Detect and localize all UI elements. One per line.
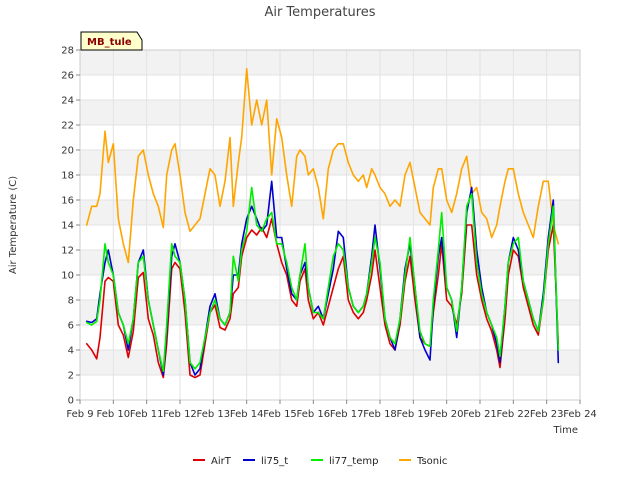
x-tick-label: Feb 10 <box>97 409 131 420</box>
series-line-tsonic <box>85 68 560 264</box>
legend-label: Tsonic <box>416 456 447 467</box>
plot-band <box>80 200 580 225</box>
y-tick-label: 8 <box>68 296 74 307</box>
x-axis: Feb 9 Feb 10 Feb 11 Feb 12 Feb 13 Feb 14 Feb 1… <box>66 400 597 420</box>
legend-label: li75_t <box>261 456 288 467</box>
x-tick-label: Feb 17 <box>330 409 364 420</box>
site-label-box <box>80 31 143 51</box>
legend-label: li77_temp <box>329 456 378 467</box>
y-tick-label: 14 <box>61 221 74 232</box>
y-tick-label: 22 <box>61 121 74 132</box>
site-label: MB_tule <box>80 31 143 51</box>
x-tick-label: Feb 22 <box>497 409 531 420</box>
y-tick-label: 10 <box>61 271 74 282</box>
plot-band <box>80 225 580 250</box>
y-tick-label: 20 <box>61 146 74 157</box>
y-tick-label: 2 <box>68 371 74 382</box>
legend-label: AirT <box>211 456 232 467</box>
series-lines <box>85 68 560 379</box>
plot-band <box>80 300 580 325</box>
y-tick-label: 28 <box>61 46 74 57</box>
plot-band <box>80 375 580 400</box>
x-tick-label: Feb 13 <box>197 409 231 420</box>
series-line-li77-temp <box>85 186 560 373</box>
x-tick-label: Feb 14 <box>230 409 264 420</box>
y-tick-label: 26 <box>61 71 74 82</box>
y-tick-label: 6 <box>68 321 74 332</box>
plot-band <box>80 100 580 125</box>
y-tick-label: 18 <box>61 171 74 182</box>
x-tick-label: Feb 23 <box>530 409 564 420</box>
x-tick-label: Feb 21 <box>463 409 497 420</box>
y-tick-label: 0 <box>68 396 74 407</box>
x-axis-title: Time <box>553 425 578 436</box>
chart-title: Air Temperatures <box>264 5 375 20</box>
plot-band <box>80 125 580 150</box>
plot-band <box>80 250 580 275</box>
x-tick-label: Feb 19 <box>397 409 431 420</box>
legend: AirT li75_t li77_temp Tsonic <box>193 456 447 467</box>
y-tick-label: 16 <box>61 196 74 207</box>
y-axis-title: Air Temperature (C) <box>8 176 19 274</box>
y-tick-label: 4 <box>68 346 74 357</box>
plot-band <box>80 50 580 75</box>
x-tick-label: Feb 9 <box>66 409 93 420</box>
plot-band <box>80 350 580 375</box>
y-tick-label: 24 <box>61 96 74 107</box>
y-tick-label: 12 <box>61 246 74 257</box>
plot-band <box>80 75 580 100</box>
x-tick-label: Feb 15 <box>263 409 297 420</box>
x-tick-label: Feb 18 <box>363 409 397 420</box>
x-tick-label: Feb 20 <box>430 409 464 420</box>
x-tick-label: Feb 16 <box>297 409 331 420</box>
x-tick-label: Feb 24 <box>563 409 597 420</box>
plot-band <box>80 175 580 200</box>
x-tick-label: Feb 12 <box>163 409 197 420</box>
x-tick-label: Feb 11 <box>130 409 164 420</box>
site-label-text: MB_tule <box>87 37 132 48</box>
